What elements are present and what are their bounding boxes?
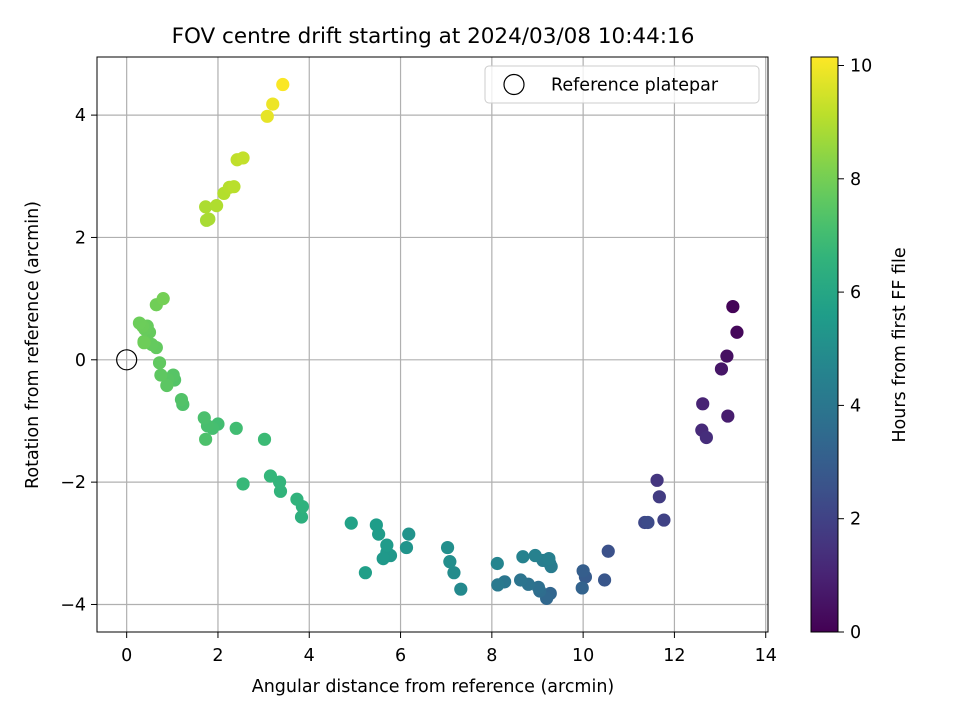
data-point bbox=[491, 578, 505, 592]
x-tick-label: 10 bbox=[572, 646, 594, 666]
data-point bbox=[696, 397, 710, 411]
colorbar-ticks: 0 2 4 6 8 10 bbox=[838, 56, 872, 643]
data-point bbox=[447, 566, 461, 580]
data-point bbox=[202, 212, 216, 226]
data-point bbox=[714, 362, 729, 376]
data-point bbox=[699, 430, 713, 445]
legend-marker-reference bbox=[503, 73, 525, 96]
data-point bbox=[344, 516, 358, 530]
data-point bbox=[650, 473, 664, 487]
x-tick-label: 4 bbox=[304, 646, 315, 666]
colorbar bbox=[811, 57, 838, 632]
data-point bbox=[276, 77, 290, 92]
data-point bbox=[443, 555, 457, 569]
data-point bbox=[730, 325, 744, 339]
x-tick-label: 8 bbox=[486, 646, 497, 666]
x-tick-label: 14 bbox=[755, 646, 777, 666]
data-point bbox=[542, 551, 556, 566]
data-point bbox=[137, 336, 151, 350]
data-point bbox=[174, 392, 189, 407]
data-point bbox=[209, 199, 224, 213]
data-points bbox=[132, 77, 744, 605]
y-tick-label: 4 bbox=[75, 106, 86, 126]
data-point bbox=[160, 378, 174, 393]
data-point bbox=[513, 573, 528, 587]
y-tick-label: 0 bbox=[75, 351, 86, 371]
legend-label-reference: Reference platepar bbox=[551, 76, 719, 96]
data-point bbox=[399, 540, 414, 555]
x-tick-label: 6 bbox=[395, 646, 406, 666]
colorbar-tick-label: 6 bbox=[850, 283, 861, 303]
x-tick-label: 2 bbox=[212, 646, 223, 666]
y-axis-label: Rotation from reference (arcmin) bbox=[23, 201, 43, 489]
reference-marker bbox=[116, 349, 138, 371]
colorbar-label: Hours from first FF file bbox=[890, 247, 910, 442]
y-tick-label: −4 bbox=[60, 595, 86, 615]
data-point bbox=[597, 573, 612, 587]
data-point bbox=[266, 97, 280, 111]
colorbar-frame bbox=[810, 56, 839, 633]
data-point bbox=[197, 411, 211, 425]
data-point bbox=[652, 490, 666, 504]
data-point bbox=[358, 566, 372, 580]
data-point bbox=[528, 548, 542, 563]
plot-frame bbox=[96, 56, 769, 633]
data-point bbox=[575, 581, 589, 595]
data-point bbox=[229, 421, 243, 435]
data-point bbox=[440, 540, 455, 555]
y-tick-label: 2 bbox=[75, 228, 86, 248]
data-point bbox=[236, 477, 250, 491]
data-point bbox=[152, 356, 167, 370]
x-tick-label: 0 bbox=[121, 646, 132, 666]
y-tick-label: −2 bbox=[60, 473, 86, 493]
data-point bbox=[516, 550, 530, 564]
data-point bbox=[369, 518, 383, 532]
data-point bbox=[263, 469, 278, 483]
chart-title: FOV centre drift starting at 2024/03/08 … bbox=[172, 24, 695, 49]
data-point bbox=[721, 409, 735, 423]
data-point bbox=[199, 432, 213, 446]
data-point bbox=[236, 151, 250, 165]
data-point bbox=[490, 556, 504, 571]
data-point bbox=[720, 349, 734, 363]
data-point bbox=[156, 292, 170, 306]
colorbar-tick-label: 4 bbox=[850, 396, 861, 416]
x-axis-label: Angular distance from reference (arcmin) bbox=[252, 677, 615, 697]
colorbar-tick-label: 10 bbox=[850, 56, 872, 76]
data-point bbox=[601, 544, 615, 558]
x-tick-label: 12 bbox=[663, 646, 685, 666]
data-point bbox=[657, 513, 671, 527]
data-point bbox=[641, 515, 655, 530]
reference-platepar-point bbox=[116, 349, 138, 371]
data-point bbox=[376, 551, 390, 566]
y-axis-ticks: −4 −2 0 2 4 bbox=[60, 106, 97, 615]
legend-box bbox=[484, 65, 760, 104]
data-point bbox=[380, 538, 394, 552]
data-point bbox=[257, 432, 272, 446]
data-point bbox=[402, 527, 416, 541]
data-point bbox=[132, 316, 147, 330]
data-point bbox=[260, 109, 274, 123]
colorbar-tick-label: 0 bbox=[850, 623, 861, 643]
data-point bbox=[154, 368, 168, 382]
data-point bbox=[227, 180, 241, 194]
data-point bbox=[454, 582, 468, 596]
colorbar-tick-label: 2 bbox=[850, 510, 861, 530]
data-point bbox=[726, 299, 740, 314]
data-point bbox=[294, 510, 309, 524]
data-point bbox=[199, 200, 213, 214]
data-point bbox=[290, 492, 304, 506]
x-axis-ticks: 0 2 4 6 8 10 12 14 bbox=[121, 632, 777, 666]
data-point bbox=[576, 564, 590, 578]
colorbar-tick-label: 8 bbox=[850, 170, 861, 190]
data-point bbox=[531, 580, 545, 594]
legend: Reference platepar bbox=[484, 65, 760, 104]
